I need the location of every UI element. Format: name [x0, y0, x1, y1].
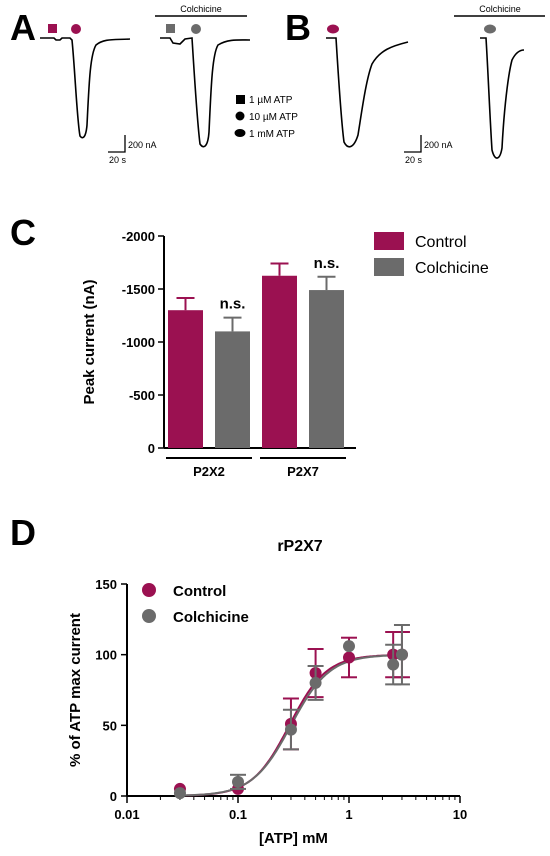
data-point-colchicine	[284, 723, 297, 736]
x-tick-label: 1	[345, 807, 352, 822]
scale-bar-a-lines	[108, 135, 126, 153]
data-point-control	[343, 651, 355, 664]
legend-label-colchicine: Colchicine	[415, 260, 489, 277]
legend-square-icon	[236, 95, 245, 104]
legend-label-colchicine: Colchicine	[173, 609, 249, 626]
colchicine-circle-marker	[191, 24, 201, 34]
y-tick-label: 100	[95, 648, 117, 663]
panel-a-legend: 1 µM ATP 10 µM ATP 1 mM ATP	[234, 95, 298, 140]
control-square-marker	[48, 24, 57, 33]
y-tick-label: 50	[103, 718, 117, 733]
data-point-colchicine	[232, 775, 244, 788]
y-tick-label: -1500	[122, 282, 155, 297]
y-tick-label: -500	[129, 388, 155, 403]
legend-swatch-control	[374, 232, 404, 250]
y-tick-label: 150	[95, 577, 117, 592]
bar-P2X2-control	[168, 310, 203, 448]
panel-a-markers	[48, 24, 201, 34]
y-tick-label: -1000	[122, 335, 155, 350]
x-tick-label: 0.1	[229, 807, 247, 822]
bar-P2X7-colchicine	[309, 290, 344, 448]
significance-label: n.s.	[314, 255, 340, 272]
legend-marker-control	[142, 583, 156, 597]
x-tick-label: 0.01	[114, 807, 139, 822]
scale-bar-b: 200 nA 20 s	[404, 135, 453, 165]
legend-label-3: 1 mM ATP	[249, 129, 295, 140]
bar-P2X7-control	[262, 275, 297, 448]
trace-a-control	[40, 37, 131, 139]
x-tick-label: 10	[453, 807, 467, 822]
legend-circle-icon	[235, 111, 245, 121]
y-tick-label: 0	[148, 441, 155, 456]
y-tick-label: -2000	[122, 229, 155, 244]
scatter-chart-d: rP2X7 0 50 100 150 0.01 0.1 1 10 % of ATP max cur…	[67, 538, 467, 847]
legend-ellipse-icon	[234, 129, 246, 137]
scale-time-b: 20 s	[405, 155, 423, 165]
data-point-colchicine	[387, 658, 400, 671]
scale-time-a: 20 s	[109, 155, 127, 165]
bar-chart-c: -2000 -1500 -1000 -500 0 Peak current (nA) n.s…	[81, 229, 489, 479]
data-point-colchicine	[395, 648, 408, 661]
panel-letter-c: C	[10, 212, 36, 253]
x-axis-label: [ATP] mM	[259, 830, 328, 847]
legend-label-control: Control	[415, 234, 467, 251]
scale-current-b: 200 nA	[424, 140, 453, 150]
data-point-colchicine	[173, 787, 186, 800]
trace-b-control	[326, 37, 409, 148]
trace-b-colchicine	[480, 37, 525, 159]
panel-letter-d: D	[10, 512, 36, 553]
scale-bar-b-lines	[404, 135, 422, 153]
scale-current-a: 200 nA	[128, 140, 157, 150]
chart-title: rP2X7	[277, 538, 322, 555]
category-label: P2X2	[193, 464, 225, 479]
control-ellipse-marker	[327, 24, 339, 34]
category-label: P2X7	[287, 464, 319, 479]
significance-label: n.s.	[220, 296, 246, 313]
trace-a-colchicine	[160, 37, 251, 148]
scale-bar-a: 200 nA 20 s	[108, 135, 157, 165]
panel-letter-b: B	[285, 7, 311, 48]
legend-label-2: 10 µM ATP	[249, 112, 298, 123]
drug-label-b: Colchicine	[479, 4, 521, 14]
panel-letter-a: A	[10, 7, 36, 48]
y-axis-label: % of ATP max current	[67, 613, 84, 767]
legend-marker-colchicine	[142, 609, 156, 623]
legend-label-1: 1 µM ATP	[249, 95, 293, 106]
y-tick-label: 0	[110, 789, 117, 804]
control-circle-marker	[71, 24, 81, 34]
colchicine-ellipse-marker	[484, 24, 496, 34]
data-point-colchicine	[343, 640, 355, 653]
bar-P2X2-colchicine	[215, 331, 250, 448]
legend-swatch-colchicine	[374, 258, 404, 276]
data-point-colchicine	[309, 676, 322, 689]
y-axis-label: Peak current (nA)	[81, 279, 98, 404]
drug-label-a: Colchicine	[180, 4, 222, 14]
colchicine-square-marker	[166, 24, 175, 33]
legend-label-control: Control	[173, 583, 226, 600]
